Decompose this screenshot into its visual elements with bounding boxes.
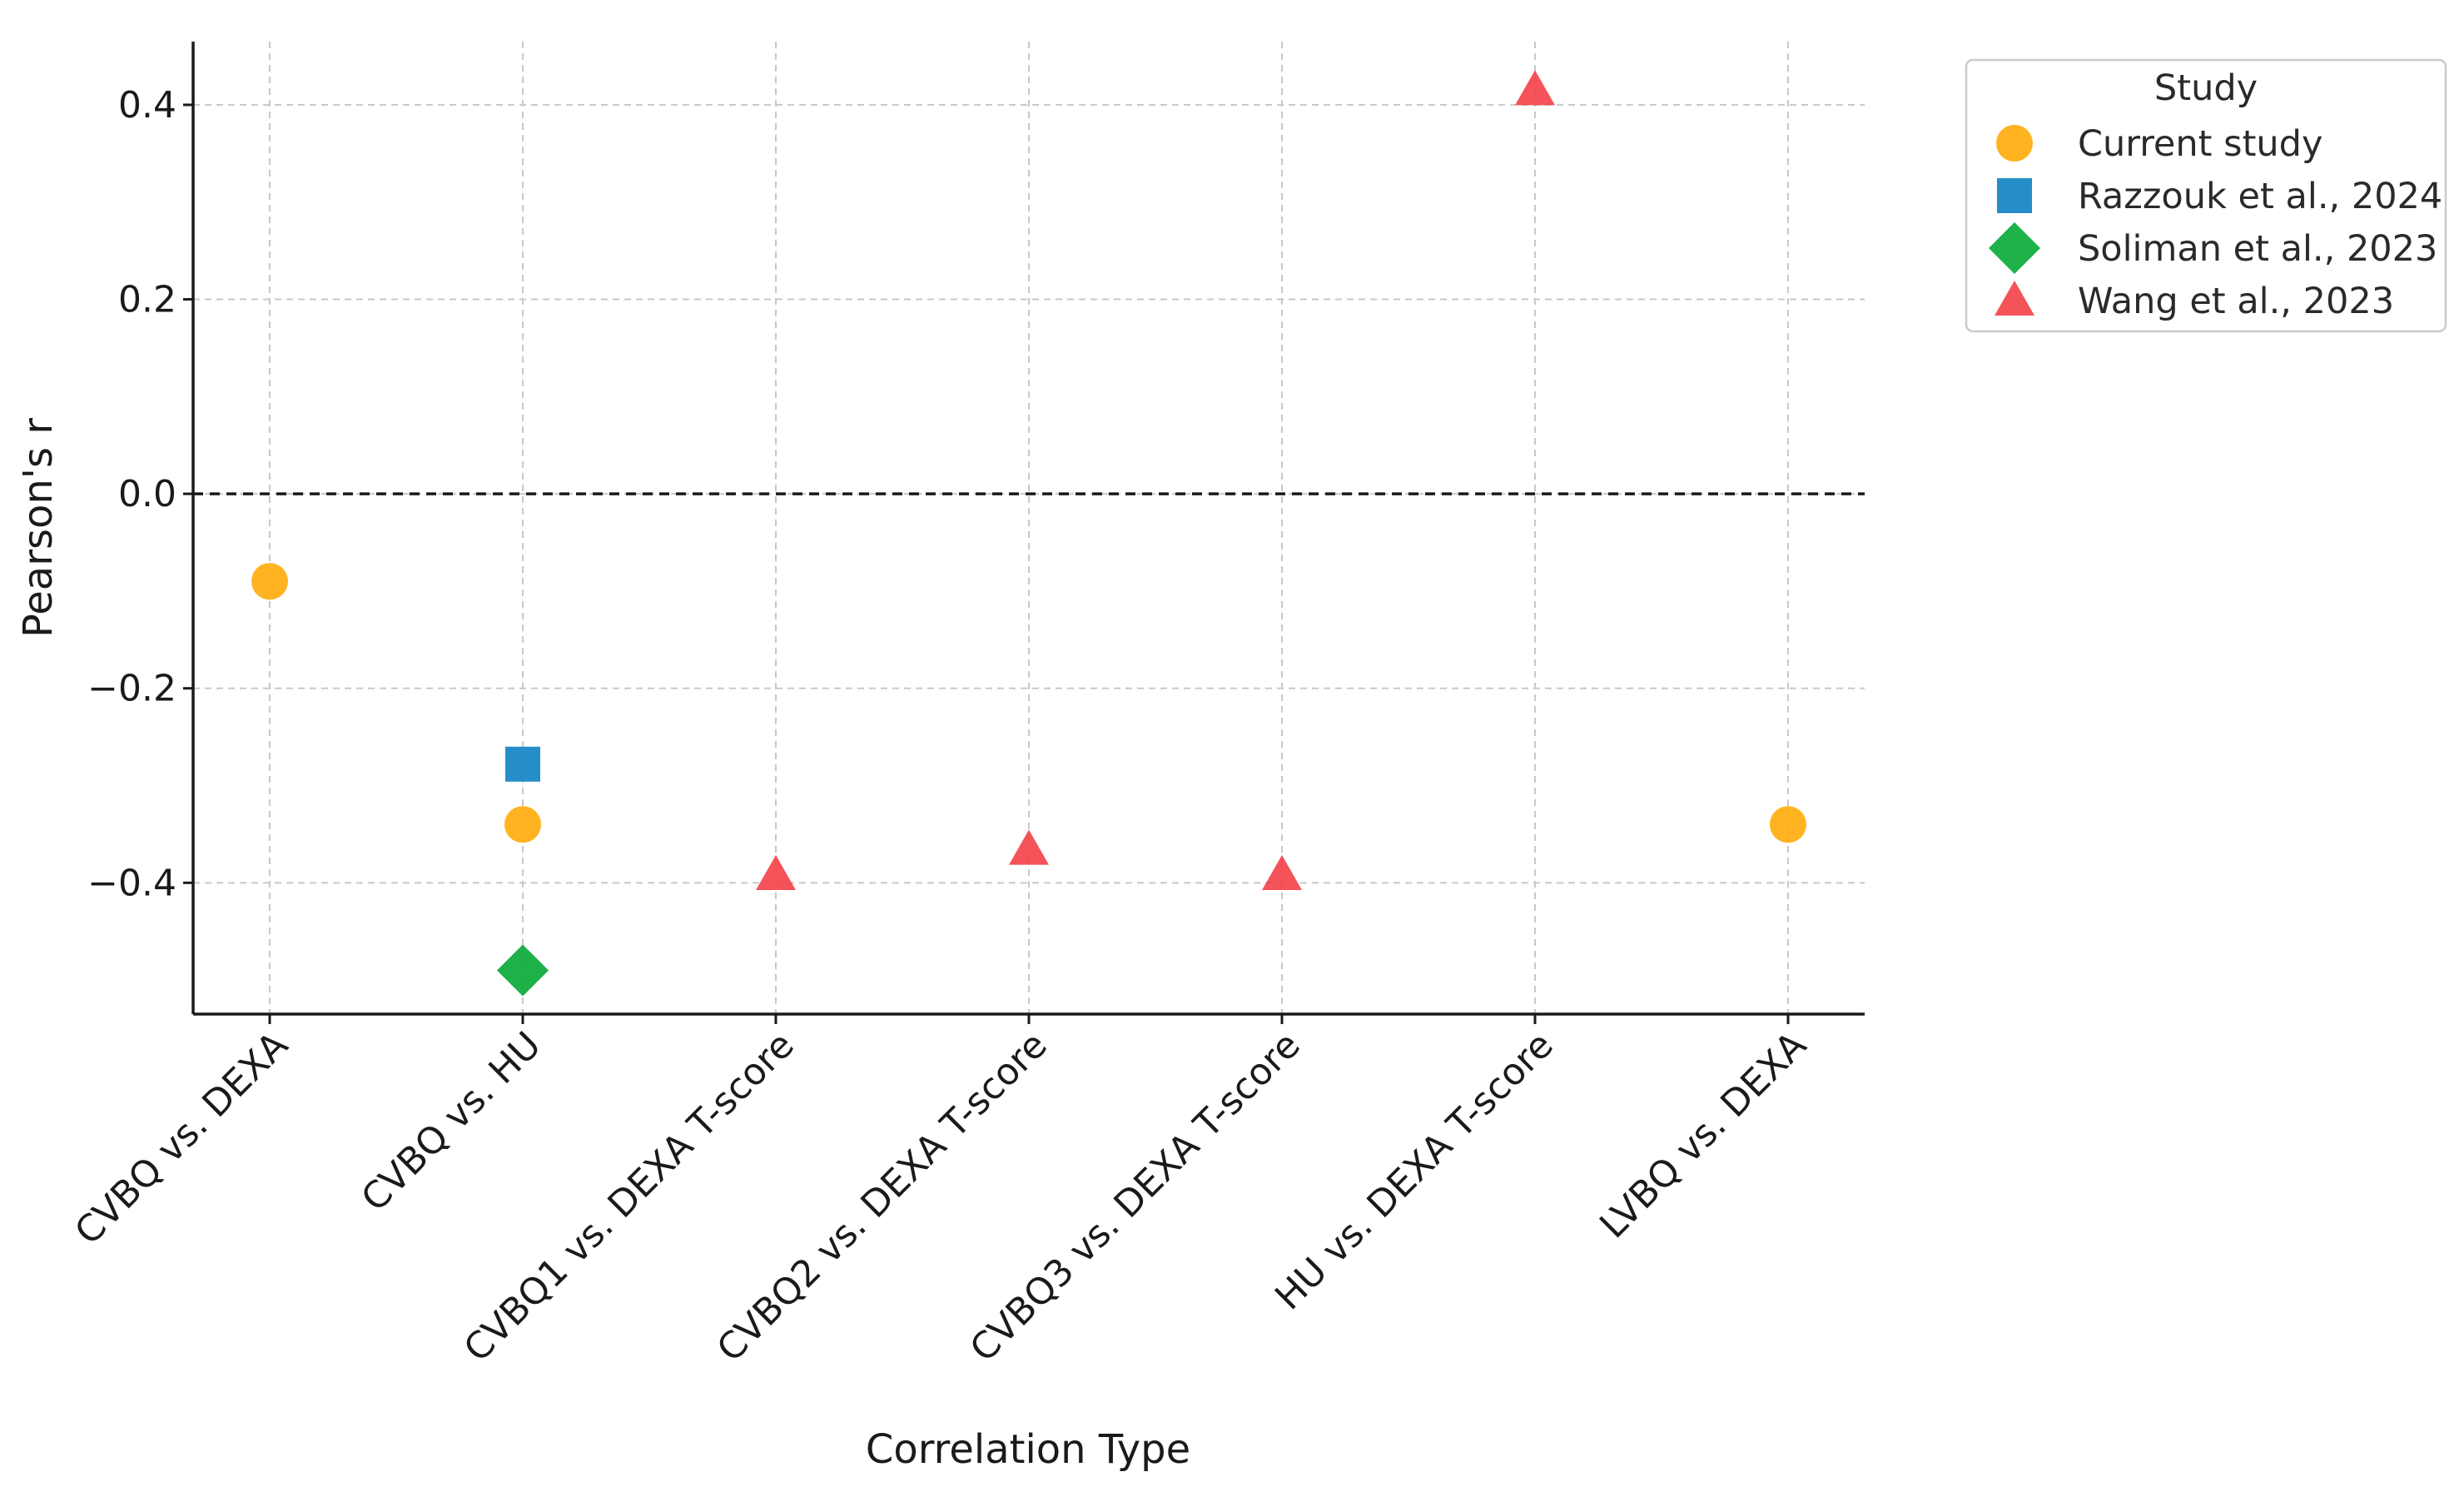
- legend-frame: [1965, 58, 2447, 333]
- x-tick-label: CVBQ vs. HU: [353, 1024, 549, 1220]
- y-tick-label: 0.0: [118, 473, 176, 515]
- data-point-triangle: [756, 854, 796, 890]
- x-tick-label: LVBQ vs. DEXA: [1592, 1024, 1815, 1247]
- data-point-square: [505, 746, 540, 782]
- data-point-circle: [251, 563, 288, 600]
- y-tick-label: −0.2: [87, 668, 176, 710]
- legend-marker-triangle: [1995, 281, 2034, 316]
- x-tick-label: CVBQ vs. DEXA: [67, 1024, 296, 1253]
- y-ticks: 0.4 0.2 0.0 −0.2 −0.4: [87, 84, 193, 904]
- legend: Study Current study Razzouk et al., 2024 S…: [1965, 58, 2447, 333]
- data-point-circle: [1770, 806, 1806, 843]
- x-axis-title: Correlation Type: [866, 1426, 1190, 1473]
- data-point-triangle: [1009, 829, 1049, 865]
- y-tick-label: 0.4: [118, 84, 176, 127]
- data-point-circle: [504, 806, 541, 843]
- legend-items: Current study Razzouk et al., 2024 Soliman…: [1989, 123, 2442, 322]
- y-tick-label: −0.4: [87, 862, 176, 904]
- legend-title: Study: [2154, 67, 2258, 109]
- y-tick-label: 0.2: [118, 279, 176, 321]
- y-axis-title: Pearson's r: [15, 418, 62, 638]
- data-point-diamond: [497, 944, 549, 997]
- data-point-triangle: [1515, 70, 1555, 106]
- data-point-triangle: [1262, 854, 1302, 890]
- legend-label: Soliman et al., 2023: [2078, 228, 2437, 270]
- legend-label: Current study: [2078, 123, 2322, 165]
- legend-label: Wang et al., 2023: [2078, 281, 2394, 322]
- legend-marker-square: [1997, 178, 2032, 213]
- legend-marker-diamond: [1989, 222, 2040, 274]
- x-tick-label: HU vs. DEXA T-score: [1267, 1024, 1562, 1319]
- legend-marker-circle: [1996, 125, 2033, 162]
- legend-label: Razzouk et al., 2024: [2078, 176, 2442, 217]
- data-markers: [251, 70, 1806, 997]
- grid: [193, 42, 1865, 1014]
